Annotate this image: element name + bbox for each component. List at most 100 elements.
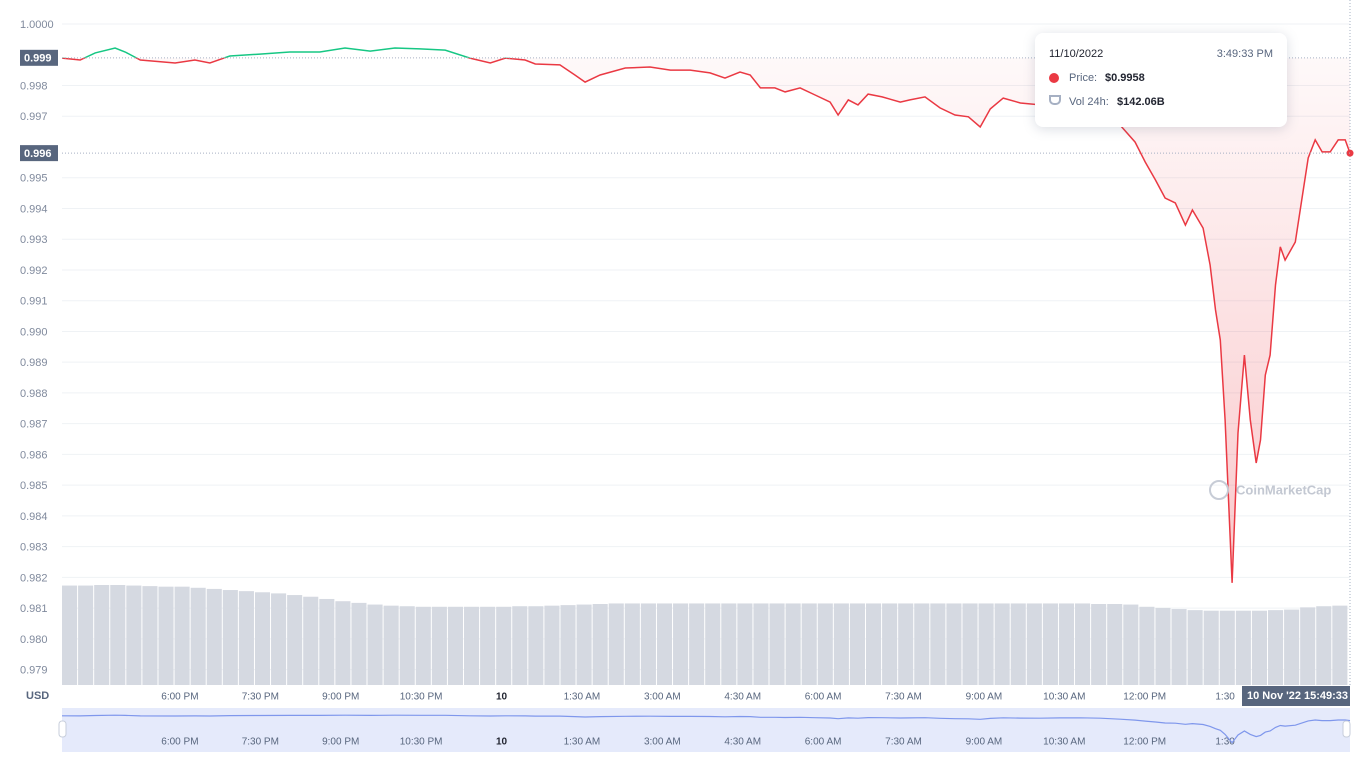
volume-bar — [254, 592, 271, 685]
volume-bar — [1235, 610, 1251, 685]
y-tick-label: 0.982 — [20, 572, 48, 584]
x-tick-label: 9:00 PM — [322, 692, 359, 703]
volume-bar — [1091, 603, 1107, 685]
nav-tick-label: 7:30 PM — [242, 737, 279, 748]
volume-icon — [1049, 95, 1061, 105]
volume-bar — [1316, 606, 1332, 685]
volume-bar — [480, 606, 496, 685]
x-tick-label: 10 — [496, 692, 508, 703]
volume-bar — [399, 606, 415, 685]
volume-bar — [1332, 605, 1348, 685]
currency-label: USD — [26, 690, 49, 702]
volume-bar — [1123, 604, 1139, 685]
tooltip-volume: $142.06B — [1117, 96, 1165, 108]
tooltip-price: $0.9958 — [1105, 72, 1145, 84]
volume-bar — [335, 601, 351, 685]
volume-bar — [222, 590, 238, 685]
nav-tick-label: 7:30 AM — [885, 737, 922, 748]
volume-bar — [882, 603, 898, 685]
y-tick-label: 0.981 — [20, 603, 48, 615]
y-tick-label: 0.993 — [20, 234, 48, 246]
volume-bar — [271, 593, 287, 685]
marker-box — [20, 145, 58, 162]
nav-tick-label: 9:00 PM — [322, 737, 359, 748]
y-tick-label: 0.994 — [20, 203, 48, 215]
volume-bar — [94, 585, 110, 685]
nav-tick-label: 4:30 AM — [724, 737, 761, 748]
y-tick-label: 1.0000 — [20, 19, 54, 31]
x-tick-label: 7:30 PM — [242, 692, 279, 703]
volume-bar — [319, 598, 335, 685]
x-tick-label: 6:00 AM — [805, 692, 842, 703]
nav-tick-label: 1:30 AM — [564, 737, 601, 748]
tooltip-price-label: Price: — [1069, 72, 1098, 84]
tooltip-time: 3:49:33 PM — [1216, 48, 1273, 60]
x-tick-label: 1:30 AM — [564, 692, 601, 703]
volume-bar — [994, 603, 1010, 685]
y-tick-label: 0.986 — [20, 449, 48, 461]
volume-bar — [447, 606, 463, 685]
nav-tick-label: 10:30 AM — [1043, 737, 1085, 748]
x-tick-label: 10:30 AM — [1043, 692, 1085, 703]
navigator-handle[interactable] — [58, 720, 67, 738]
x-tick-label: 6:00 PM — [161, 692, 198, 703]
volume-bar — [576, 604, 592, 685]
x-tick-label: 10:30 PM — [400, 692, 443, 703]
y-tick-label: 0.995 — [20, 173, 48, 185]
y-tick-label: 0.980 — [20, 634, 48, 646]
volume-bar — [126, 585, 142, 685]
y-tick-label: 0.987 — [20, 419, 48, 431]
nav-tick-label: 3:00 AM — [644, 737, 681, 748]
y-tick-label: 0.984 — [20, 511, 48, 523]
volume-bar — [1026, 603, 1042, 685]
x-tick-label: 12:00 PM — [1123, 692, 1166, 703]
volume-bar — [1284, 609, 1300, 685]
cursor-date: 10 Nov '22 — [1247, 690, 1301, 702]
x-tick-label: 7:30 AM — [885, 692, 922, 703]
volume-bar — [1058, 603, 1075, 685]
marker-label: 0.996 — [24, 148, 52, 160]
price-line-up — [62, 47, 511, 58]
volume-bar — [1010, 603, 1026, 685]
volume-bar — [367, 604, 383, 685]
volume-bar — [1139, 606, 1155, 685]
y-tick-label: 0.991 — [20, 296, 48, 308]
volume-bar — [206, 588, 222, 685]
tooltip: 11/10/2022 3:49:33 PM Price: $0.9958 Vol… — [1035, 33, 1287, 127]
volume-bar — [1171, 609, 1187, 685]
volume-bar — [898, 603, 914, 685]
nav-tick-label: 9:00 AM — [966, 737, 1003, 748]
volume-bar — [592, 603, 608, 685]
volume-bar — [158, 586, 174, 685]
volume-bar — [769, 603, 785, 685]
volume-bar — [1107, 603, 1123, 685]
volume-bar — [1267, 610, 1284, 685]
volume-bar — [512, 606, 528, 685]
y-tick-label: 0.990 — [20, 326, 48, 338]
volume-bar — [962, 603, 978, 685]
y-tick-label: 0.992 — [20, 265, 48, 277]
tooltip-date: 11/10/2022 — [1049, 48, 1104, 60]
x-tick-label: 3:00 AM — [644, 692, 681, 703]
y-tick-label: 0.979 — [20, 665, 48, 677]
marker-label: 0.999 — [24, 53, 52, 65]
volume-bar — [785, 603, 801, 685]
volume-bar — [1042, 603, 1058, 685]
volume-bar — [673, 603, 689, 685]
y-tick-label: 0.983 — [20, 542, 48, 554]
navigator-handle[interactable] — [1342, 720, 1351, 738]
x-tick-label: 1:30 — [1215, 692, 1235, 703]
volume-bar — [544, 605, 560, 685]
volume-bar — [833, 603, 849, 685]
volume-bar — [849, 603, 865, 685]
volume-bar — [1187, 610, 1203, 685]
y-tick-label: 0.989 — [20, 357, 48, 369]
x-tick-label: 4:30 AM — [724, 692, 761, 703]
y-tick-label: 0.998 — [20, 80, 48, 92]
volume-bar — [914, 603, 930, 685]
volume-bar — [431, 606, 447, 685]
volume-bar — [62, 585, 78, 685]
volume-bar — [801, 603, 817, 685]
volume-bar — [656, 603, 673, 685]
